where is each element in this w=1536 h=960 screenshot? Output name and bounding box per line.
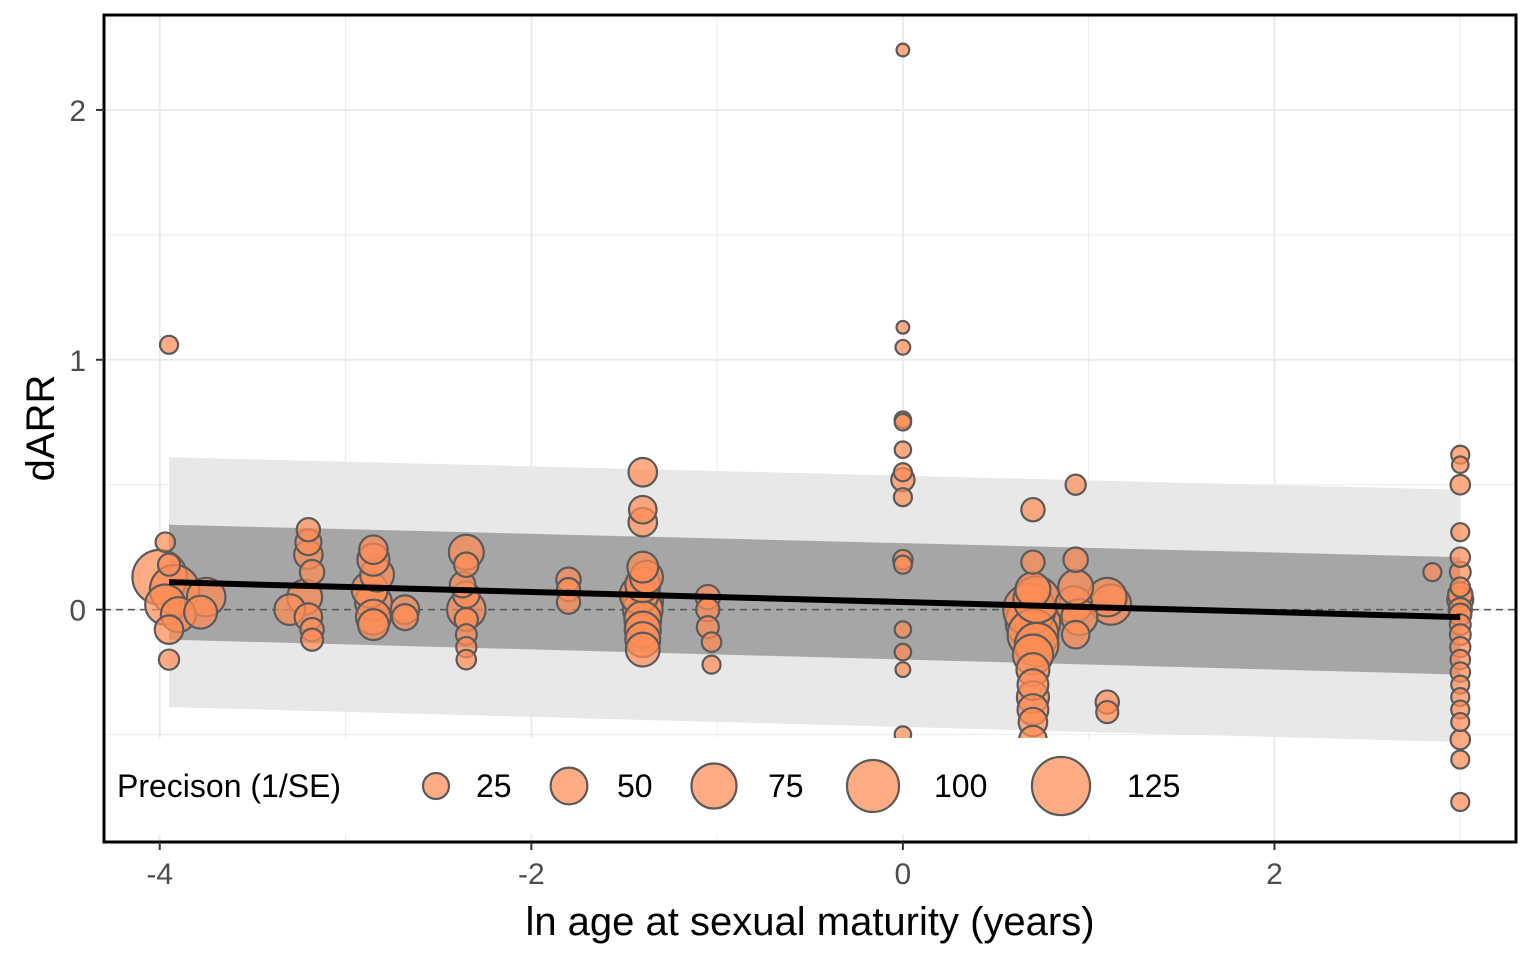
data-point — [1020, 549, 1046, 575]
x-tick-label: -2 — [518, 858, 545, 891]
data-point — [893, 440, 913, 460]
data-point — [1064, 473, 1087, 496]
data-point — [299, 627, 325, 652]
data-point — [700, 631, 723, 653]
data-point — [455, 648, 478, 671]
data-point — [627, 456, 659, 488]
data-points — [131, 42, 1475, 813]
data-point — [895, 319, 911, 335]
data-point — [390, 603, 420, 632]
legend-background — [108, 738, 1198, 834]
data-point — [158, 334, 180, 355]
data-point — [893, 620, 913, 639]
data-point — [295, 516, 322, 543]
data-point — [895, 42, 911, 58]
legend-key — [1030, 755, 1092, 817]
data-point — [701, 654, 722, 675]
data-point — [156, 552, 182, 577]
legend-key — [845, 758, 901, 814]
data-point — [153, 614, 185, 645]
x-tick-label: -4 — [146, 858, 173, 891]
data-point — [157, 648, 181, 671]
x-tick-label: 2 — [1266, 858, 1283, 891]
legend-key — [690, 762, 738, 810]
y-axis: 0 1 2 — [69, 95, 104, 628]
data-point — [1450, 711, 1471, 733]
data-point — [894, 661, 912, 679]
data-point — [1450, 455, 1470, 475]
legend-label: 25 — [476, 768, 512, 804]
legend-key — [421, 771, 451, 801]
x-axis: -4 -2 0 2 — [146, 842, 1283, 891]
y-tick-label: 1 — [69, 345, 86, 378]
plot-border — [102, 13, 1518, 844]
legend-label: 75 — [768, 768, 804, 804]
data-point — [1422, 562, 1443, 583]
data-point — [452, 551, 480, 578]
x-axis-title: ln age at sexual maturity (years) — [525, 900, 1094, 944]
data-point — [894, 338, 912, 356]
legend-key — [549, 766, 589, 806]
data-point — [1020, 496, 1046, 523]
data-point — [1450, 522, 1471, 543]
data-point — [1449, 473, 1472, 496]
data-point — [358, 534, 389, 566]
data-point — [1449, 546, 1472, 569]
data-point — [624, 631, 661, 668]
data-point — [1450, 791, 1471, 813]
data-point — [892, 554, 914, 575]
legend: Precison (1/SE) 25 50 75 100 125 — [108, 738, 1198, 834]
data-point — [1449, 576, 1472, 598]
y-tick-label: 0 — [69, 595, 86, 628]
data-point — [1450, 749, 1471, 770]
data-point — [356, 608, 390, 642]
data-point — [1014, 571, 1052, 609]
x-tick-label: 0 — [895, 858, 912, 891]
regression-line — [168, 579, 1461, 621]
data-point — [627, 494, 658, 525]
data-point — [892, 462, 914, 483]
data-point — [154, 531, 177, 554]
data-point — [893, 412, 913, 432]
legend-label: 50 — [617, 768, 653, 804]
data-point — [626, 550, 660, 584]
data-point — [1062, 546, 1089, 573]
data-point — [893, 642, 913, 662]
legend-label: 125 — [1127, 768, 1180, 804]
data-point — [1060, 619, 1091, 650]
y-axis-title: dARR — [19, 375, 63, 482]
y-tick-label: 2 — [69, 95, 86, 128]
legend-title: Precison (1/SE) — [117, 768, 341, 804]
data-point — [298, 558, 326, 586]
data-point — [1057, 568, 1095, 606]
data-point — [1449, 728, 1472, 751]
data-point — [892, 487, 914, 508]
data-point — [1095, 699, 1120, 725]
legend-label: 100 — [934, 768, 987, 804]
data-point — [183, 594, 219, 630]
